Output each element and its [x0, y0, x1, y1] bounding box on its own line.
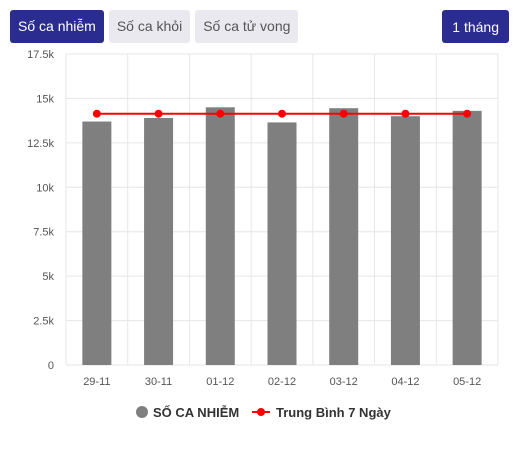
- legend-item-average[interactable]: Trung Bình 7 Ngày: [252, 405, 392, 420]
- bar[interactable]: [205, 107, 235, 366]
- legend: SỐ CA NHIỄM Trung Bình 7 Ngày: [136, 405, 392, 420]
- bar[interactable]: [267, 122, 297, 365]
- legend-item-infections[interactable]: SỐ CA NHIỄM: [136, 405, 239, 420]
- average-point[interactable]: [216, 109, 225, 118]
- y-tick-label: 0: [48, 360, 54, 372]
- y-axis: 0 2.5k 5k 7.5k 10k 12.5k 15k 17.5k: [27, 49, 54, 372]
- x-tick-label: 04-12: [391, 376, 419, 388]
- x-tick-label: 05-12: [453, 376, 481, 388]
- bar[interactable]: [144, 117, 174, 365]
- bar[interactable]: [390, 116, 420, 365]
- x-axis: 29-11 30-11 01-12 02-12 03-12 04-12 05-12: [83, 376, 481, 388]
- average-point[interactable]: [154, 109, 163, 118]
- y-tick-label: 5k: [42, 271, 54, 283]
- average-point[interactable]: [278, 109, 286, 118]
- tab-bar: Số ca nhiễm Số ca khỏi Số ca tử vong: [10, 10, 299, 43]
- bar[interactable]: [82, 121, 112, 365]
- tab-infections[interactable]: Số ca nhiễm: [10, 10, 104, 43]
- bar[interactable]: [452, 110, 482, 366]
- y-tick-label: 12.5k: [27, 138, 54, 150]
- bar[interactable]: [329, 108, 359, 366]
- y-tick-label: 2.5k: [33, 316, 54, 328]
- tab-recovered[interactable]: Số ca khỏi: [108, 10, 191, 43]
- x-tick-label: 30-11: [145, 376, 172, 388]
- y-tick-label: 17.5k: [27, 49, 54, 61]
- x-tick-label: 02-12: [268, 376, 296, 388]
- x-tick-label: 29-11: [83, 376, 110, 388]
- average-point[interactable]: [463, 109, 472, 118]
- y-tick-label: 7.5k: [33, 227, 54, 239]
- legend-label-average: Trung Bình 7 Ngày: [276, 405, 392, 420]
- legend-swatch-average: [257, 408, 265, 416]
- time-range-button[interactable]: 1 tháng: [442, 10, 509, 43]
- y-tick-label: 10k: [36, 182, 54, 194]
- legend-swatch-infections: [136, 406, 148, 418]
- average-point[interactable]: [401, 109, 410, 118]
- average-point[interactable]: [339, 109, 348, 118]
- bar-series: [82, 107, 482, 366]
- average-point[interactable]: [92, 109, 101, 118]
- average-line-series: [92, 109, 472, 118]
- tab-deaths[interactable]: Số ca tử vong: [195, 10, 299, 43]
- x-tick-label: 01-12: [206, 376, 234, 388]
- x-tick-label: 03-12: [330, 376, 358, 388]
- legend-label-infections: SỐ CA NHIỄM: [153, 405, 239, 420]
- y-tick-label: 15k: [36, 93, 54, 105]
